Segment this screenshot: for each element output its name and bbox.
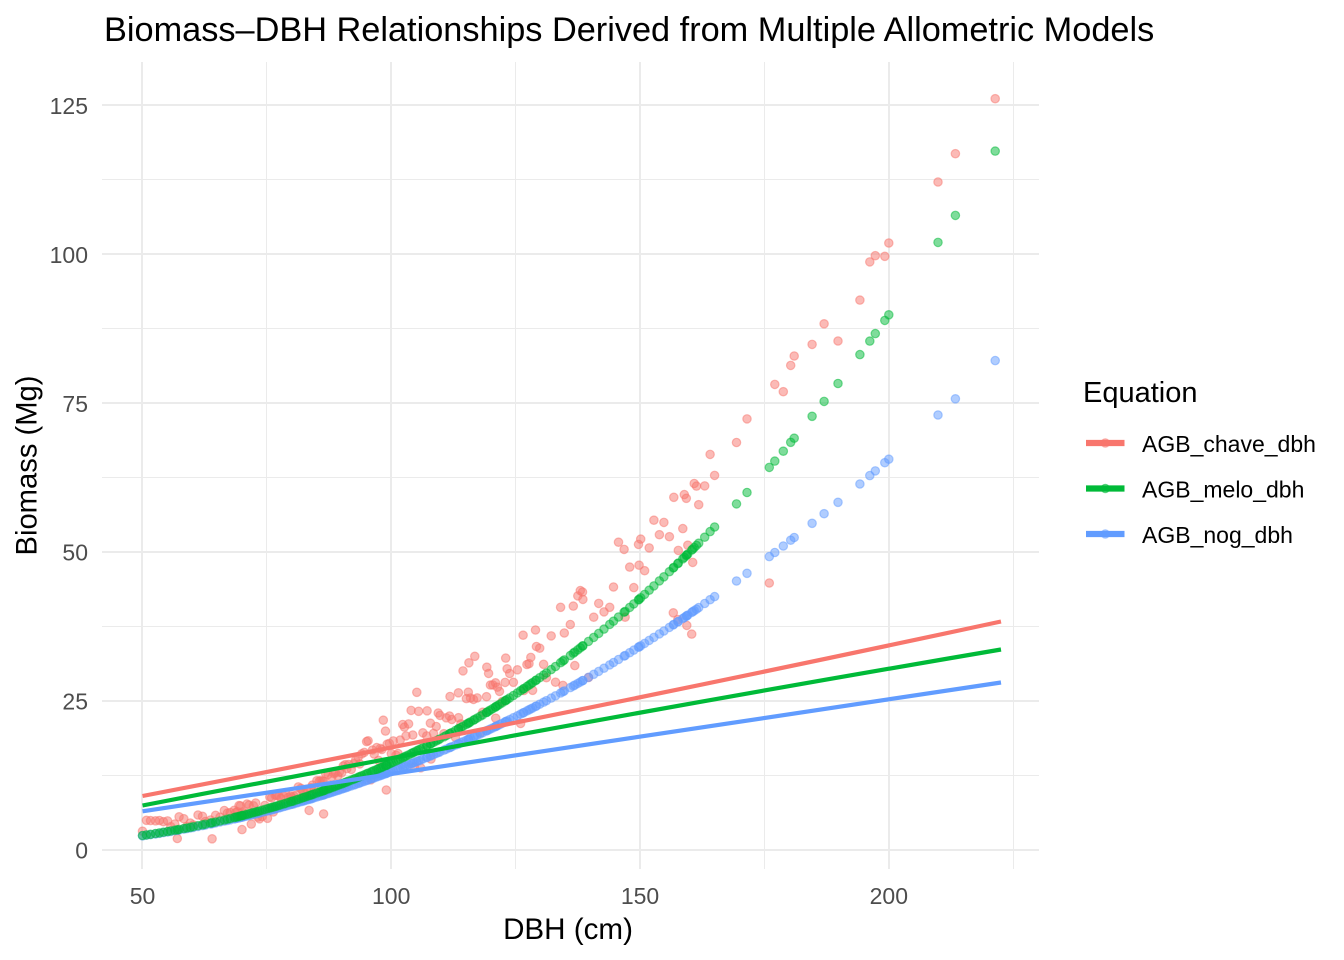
svg-text:0: 0 [75, 837, 88, 863]
svg-text:200: 200 [870, 883, 908, 909]
svg-text:100: 100 [50, 242, 88, 268]
svg-text:100: 100 [372, 883, 410, 909]
svg-text:AGB_melo_dbh: AGB_melo_dbh [1142, 477, 1304, 503]
svg-text:AGB_nog_dbh: AGB_nog_dbh [1142, 522, 1293, 548]
svg-text:50: 50 [130, 883, 156, 909]
svg-text:Biomass–DBH Relationships Deri: Biomass–DBH Relationships Derived from M… [104, 11, 1154, 49]
svg-text:125: 125 [50, 93, 88, 119]
svg-text:75: 75 [62, 391, 88, 417]
svg-text:DBH (cm): DBH (cm) [503, 913, 633, 946]
svg-text:50: 50 [62, 540, 88, 566]
svg-text:AGB_chave_dbh: AGB_chave_dbh [1142, 431, 1316, 457]
svg-text:Biomass (Mg): Biomass (Mg) [12, 375, 44, 555]
svg-text:150: 150 [621, 883, 659, 909]
svg-text:25: 25 [62, 688, 88, 714]
svg-text:Equation: Equation [1083, 377, 1198, 409]
